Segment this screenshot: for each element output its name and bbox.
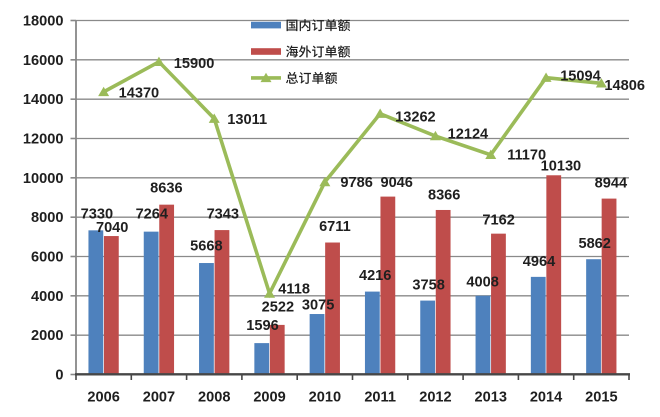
svg-text:4118: 4118 bbox=[278, 282, 310, 298]
svg-text:2522: 2522 bbox=[262, 300, 294, 316]
svg-text:8944: 8944 bbox=[595, 176, 628, 192]
svg-text:18000: 18000 bbox=[23, 14, 64, 30]
svg-text:11170: 11170 bbox=[507, 148, 546, 164]
svg-text:13011: 13011 bbox=[227, 112, 267, 128]
svg-text:2000: 2000 bbox=[31, 328, 63, 344]
svg-text:5862: 5862 bbox=[578, 236, 610, 252]
svg-text:2007: 2007 bbox=[143, 390, 175, 406]
svg-text:8366: 8366 bbox=[428, 188, 460, 204]
svg-text:2006: 2006 bbox=[87, 390, 119, 406]
svg-text:1596: 1596 bbox=[246, 318, 278, 334]
svg-text:9046: 9046 bbox=[380, 175, 412, 191]
svg-text:2009: 2009 bbox=[253, 390, 285, 406]
svg-text:7264: 7264 bbox=[136, 207, 169, 223]
svg-text:15094: 15094 bbox=[560, 69, 601, 85]
svg-text:10000: 10000 bbox=[23, 171, 64, 187]
svg-text:4216: 4216 bbox=[359, 268, 391, 284]
svg-text:3758: 3758 bbox=[412, 277, 444, 293]
svg-text:2012: 2012 bbox=[419, 390, 451, 406]
svg-text:14000: 14000 bbox=[23, 92, 64, 108]
svg-text:4000: 4000 bbox=[31, 289, 63, 305]
svg-text:4964: 4964 bbox=[523, 254, 556, 270]
svg-text:7040: 7040 bbox=[96, 220, 128, 236]
svg-text:12000: 12000 bbox=[23, 132, 64, 148]
svg-text:2011: 2011 bbox=[364, 390, 396, 406]
svg-text:8000: 8000 bbox=[31, 210, 63, 226]
svg-text:8636: 8636 bbox=[150, 180, 182, 196]
svg-text:2010: 2010 bbox=[309, 390, 341, 406]
svg-text:7162: 7162 bbox=[482, 213, 514, 229]
svg-text:7343: 7343 bbox=[207, 207, 239, 223]
svg-text:16000: 16000 bbox=[23, 53, 64, 69]
svg-text:2008: 2008 bbox=[198, 390, 230, 406]
svg-text:2013: 2013 bbox=[475, 390, 507, 406]
svg-text:5668: 5668 bbox=[190, 239, 222, 255]
svg-text:12124: 12124 bbox=[448, 127, 489, 143]
svg-text:6711: 6711 bbox=[319, 219, 351, 235]
svg-text:10130: 10130 bbox=[541, 158, 582, 174]
svg-text:15900: 15900 bbox=[174, 56, 215, 72]
svg-text:2014: 2014 bbox=[530, 390, 563, 406]
svg-text:4008: 4008 bbox=[466, 274, 498, 290]
svg-text:6000: 6000 bbox=[31, 250, 63, 266]
svg-text:7330: 7330 bbox=[81, 206, 113, 222]
svg-text:3075: 3075 bbox=[302, 298, 334, 314]
svg-text:0: 0 bbox=[55, 368, 63, 384]
svg-text:14370: 14370 bbox=[119, 85, 160, 101]
svg-text:9786: 9786 bbox=[340, 175, 372, 191]
svg-text:13262: 13262 bbox=[395, 109, 436, 125]
svg-text:14806: 14806 bbox=[604, 78, 645, 94]
svg-text:2015: 2015 bbox=[585, 390, 617, 406]
